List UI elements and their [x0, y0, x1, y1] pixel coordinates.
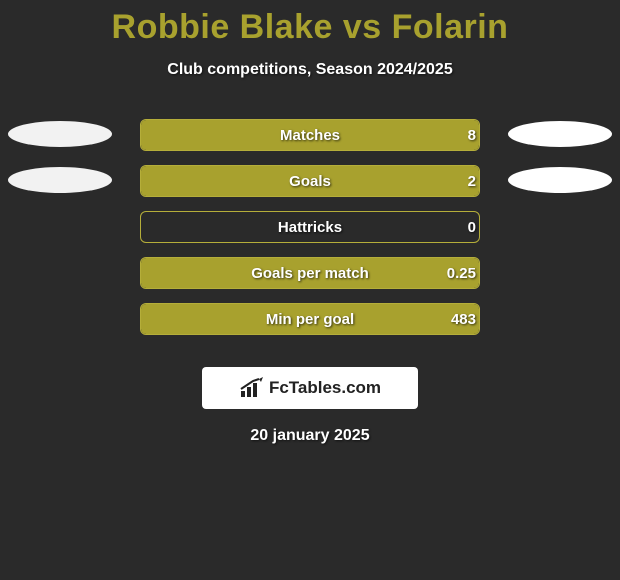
stat-bar-track	[140, 165, 480, 197]
player-left-marker	[8, 167, 112, 193]
stat-bar-fill	[141, 166, 479, 196]
stat-bar-track	[140, 211, 480, 243]
player-right-marker	[508, 167, 612, 193]
chart-icon	[239, 377, 265, 399]
stat-row: Matches8	[0, 119, 620, 165]
stat-row: Goals2	[0, 165, 620, 211]
stat-row: Min per goal483	[0, 303, 620, 349]
stat-bar-fill	[141, 304, 479, 334]
fctables-logo[interactable]: FcTables.com	[202, 367, 418, 409]
page-title: Robbie Blake vs Folarin	[0, 0, 620, 47]
stat-rows: Matches8Goals2Hattricks0Goals per match0…	[0, 119, 620, 349]
logo-text: FcTables.com	[269, 378, 381, 398]
date-label: 20 january 2025	[0, 427, 620, 445]
stat-bar-track	[140, 303, 480, 335]
stat-bar-track	[140, 257, 480, 289]
stat-row: Hattricks0	[0, 211, 620, 257]
stat-row: Goals per match0.25	[0, 257, 620, 303]
subtitle: Club competitions, Season 2024/2025	[0, 61, 620, 79]
stat-bar-fill	[141, 258, 479, 288]
player-left-marker	[8, 121, 112, 147]
comparison-card: Robbie Blake vs Folarin Club competition…	[0, 0, 620, 580]
stat-bar-track	[140, 119, 480, 151]
stat-bar-fill	[141, 120, 479, 150]
player-right-marker	[508, 121, 612, 147]
